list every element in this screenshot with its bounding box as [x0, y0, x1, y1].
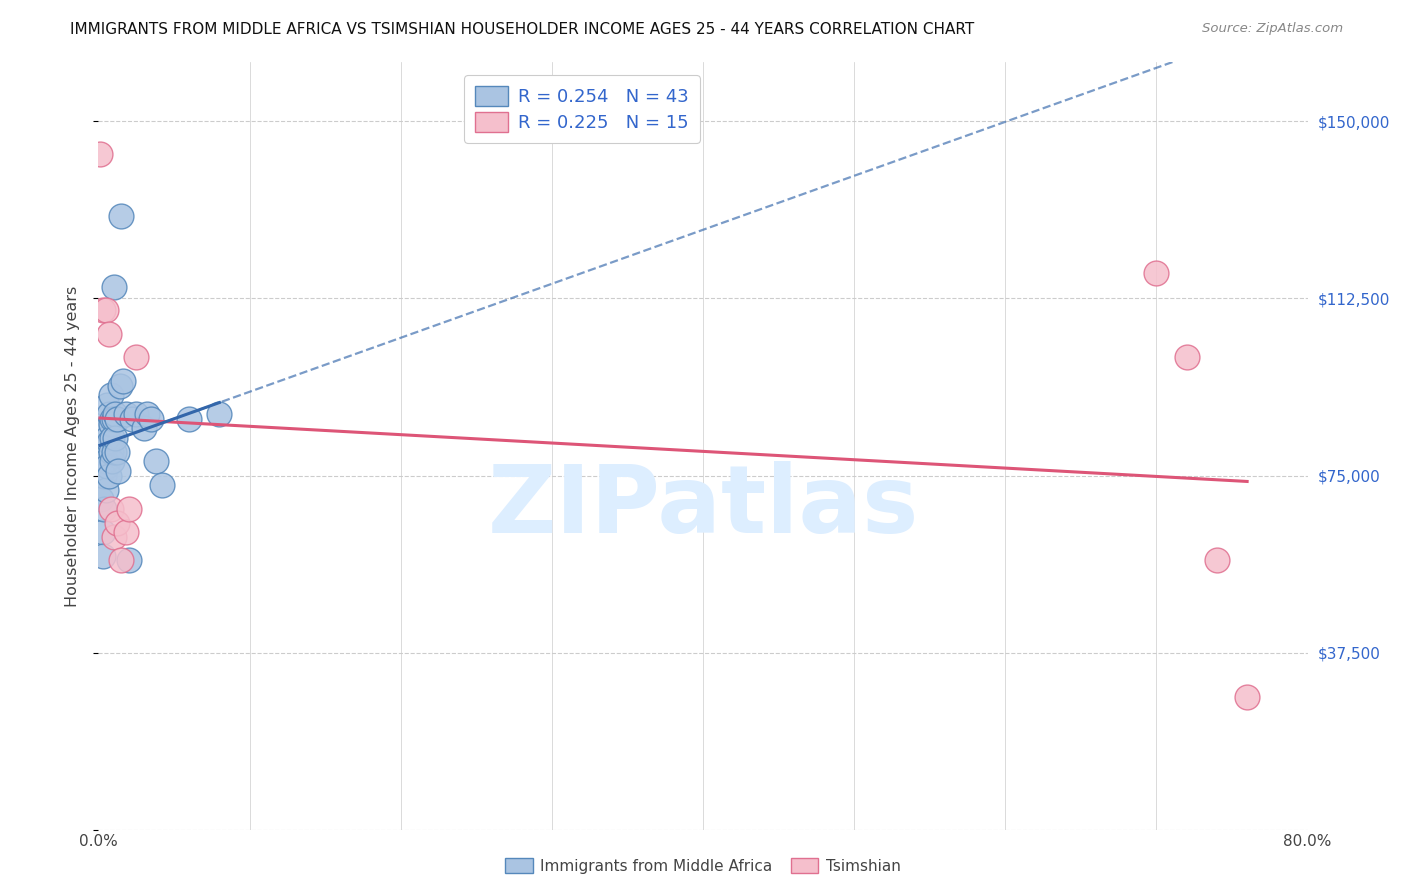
Point	[98, 435, 121, 450]
Point	[103, 279, 125, 293]
Point	[105, 445, 128, 459]
Text: IMMIGRANTS FROM MIDDLE AFRICA VS TSIMSHIAN HOUSEHOLDER INCOME AGES 25 - 44 YEARS: IMMIGRANTS FROM MIDDLE AFRICA VS TSIMSHI…	[70, 22, 974, 37]
Point	[103, 412, 125, 426]
Point	[125, 351, 148, 365]
Point	[1236, 690, 1258, 705]
Point	[89, 147, 111, 161]
Point	[90, 492, 112, 507]
Point	[96, 431, 118, 445]
Point	[135, 407, 157, 421]
Point	[105, 516, 128, 530]
Legend: Immigrants from Middle Africa, Tsimshian: Immigrants from Middle Africa, Tsimshian	[499, 852, 907, 880]
Point	[125, 407, 148, 421]
Point	[91, 549, 114, 563]
Point	[103, 530, 125, 544]
Point	[98, 468, 121, 483]
Text: Source: ZipAtlas.com: Source: ZipAtlas.com	[1202, 22, 1343, 36]
Legend: R = 0.254   N = 43, R = 0.225   N = 15: R = 0.254 N = 43, R = 0.225 N = 15	[464, 75, 700, 143]
Point	[91, 525, 114, 540]
Point	[118, 553, 141, 567]
Point	[89, 445, 111, 459]
Point	[104, 431, 127, 445]
Point	[141, 412, 163, 426]
Point	[93, 468, 115, 483]
Point	[105, 412, 128, 426]
Point	[101, 431, 124, 445]
Point	[91, 303, 114, 318]
Point	[179, 412, 201, 426]
Point	[94, 303, 117, 318]
Point	[94, 421, 117, 435]
Point	[208, 407, 231, 421]
Point	[1206, 553, 1229, 567]
Text: ZIPatlas: ZIPatlas	[488, 461, 918, 553]
Point	[111, 374, 134, 388]
Point	[96, 398, 118, 412]
Point	[98, 326, 121, 341]
Point	[150, 478, 173, 492]
Point	[108, 379, 131, 393]
Point	[101, 454, 124, 468]
Point	[121, 412, 143, 426]
Point	[100, 501, 122, 516]
Point	[110, 209, 132, 223]
Point	[94, 454, 117, 468]
Point	[93, 501, 115, 516]
Point	[1175, 351, 1198, 365]
Point	[96, 458, 118, 473]
Point	[132, 421, 155, 435]
Point	[100, 445, 122, 459]
Point	[101, 412, 124, 426]
Point	[100, 417, 122, 431]
Y-axis label: Householder Income Ages 25 - 44 years: Householder Income Ages 25 - 44 years	[65, 285, 80, 607]
Point	[1144, 266, 1167, 280]
Point	[145, 454, 167, 468]
Point	[118, 501, 141, 516]
Point	[103, 445, 125, 459]
Point	[94, 483, 117, 497]
Point	[98, 407, 121, 421]
Point	[114, 407, 136, 421]
Point	[114, 525, 136, 540]
Point	[100, 388, 122, 402]
Point	[104, 407, 127, 421]
Point	[107, 464, 129, 478]
Point	[110, 553, 132, 567]
